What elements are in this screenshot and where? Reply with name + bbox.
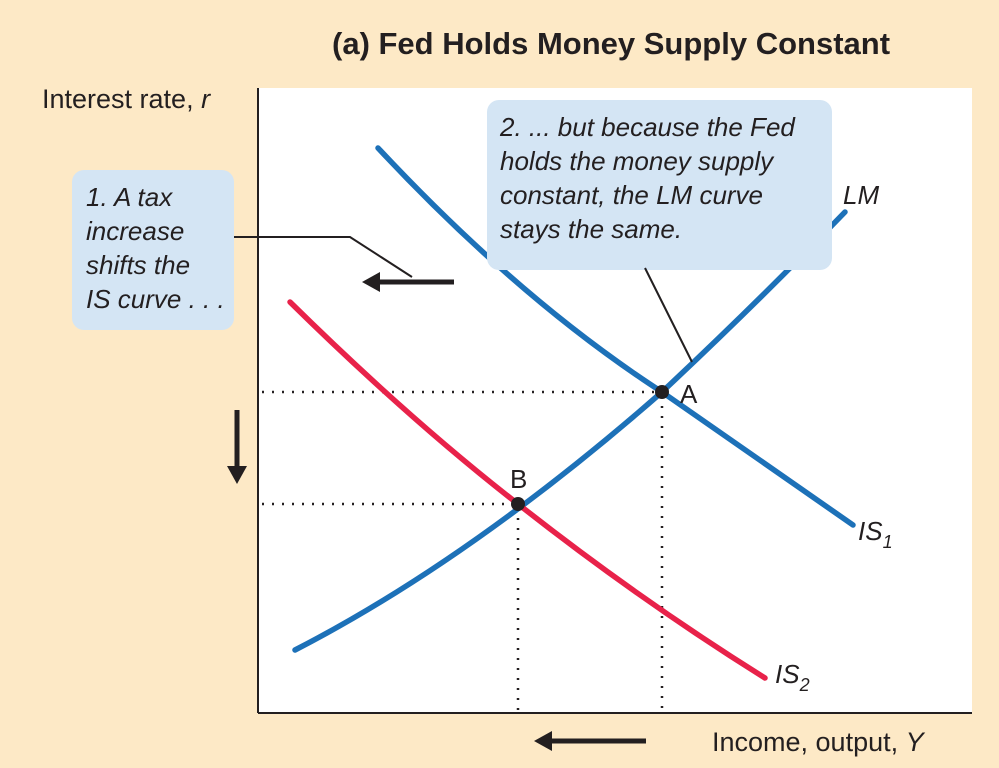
fed-callout-line-4: stays the same. (500, 214, 682, 244)
fed-callout (487, 100, 832, 270)
is1-curve-label: IS1 (858, 516, 893, 552)
is1-label-subscript: 1 (883, 532, 893, 552)
is2-label-base: IS (775, 659, 800, 689)
figure-title: (a) Fed Holds Money Supply Constant (332, 26, 890, 61)
tax-callout-line-4: IS curve . . . (86, 284, 225, 314)
x-axis-variable: Y (906, 727, 926, 757)
lm-curve-label: LM (843, 180, 879, 210)
interest-rate-down-arrow (227, 410, 247, 484)
fed-callout-line-2: holds the money supply (500, 146, 775, 176)
tax-increase-callout-text: 1. A tax increase shifts the IS curve . … (86, 182, 225, 314)
is1-curve (375, 145, 856, 528)
x-axis-label-text: Income, output, (712, 727, 906, 757)
is2-curve-label: IS2 (775, 659, 810, 695)
point-a-label: A (680, 379, 698, 409)
tax-increase-callout (72, 170, 234, 330)
fed-callout-line-3: constant, the LM curve (500, 180, 763, 210)
lm-curve (292, 209, 848, 653)
point-b-marker (511, 497, 525, 511)
is-shift-left-arrow (362, 272, 454, 292)
tax-callout-line-3: shifts the (86, 250, 190, 280)
y-axis-label: Interest rate, r (42, 84, 211, 114)
fed-callout-line-1: 2. ... but because the Fed (499, 112, 796, 142)
tax-callout-leader (234, 236, 413, 278)
point-a-marker (655, 385, 669, 399)
point-b-label: B (510, 464, 527, 494)
y-axis-label-text: Interest rate, (42, 84, 201, 114)
output-left-arrow (534, 731, 646, 751)
y-axis-variable: r (201, 84, 211, 114)
is2-label-subscript: 2 (799, 675, 810, 695)
tax-callout-line-1: 1. A tax (86, 182, 173, 212)
fed-callout-text: 2. ... but because the Fed holds the mon… (499, 112, 802, 244)
is1-label-base: IS (858, 516, 883, 546)
tax-callout-line-2: increase (86, 216, 184, 246)
fed-callout-leader (644, 267, 693, 363)
x-axis-label: Income, output, Y (712, 727, 926, 757)
